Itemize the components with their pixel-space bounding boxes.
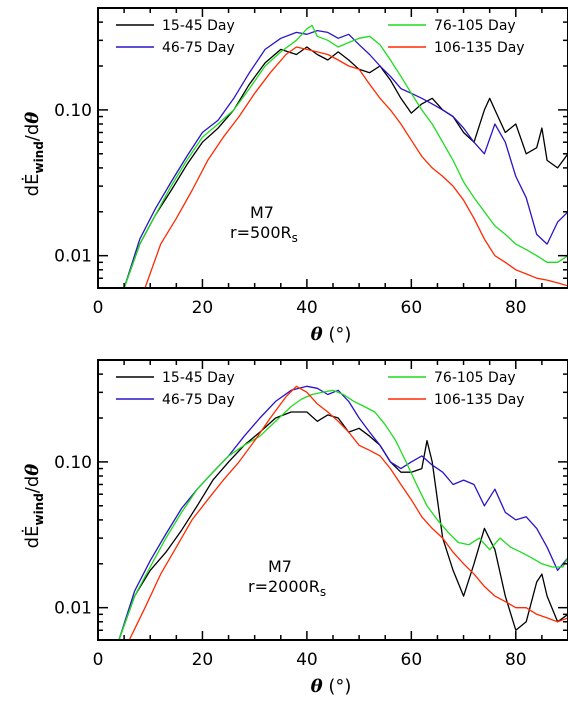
y-tick-label: 0.01 xyxy=(54,247,92,267)
annotation-model: M7 xyxy=(250,203,274,222)
annotation-radius: r=2000Rs xyxy=(248,577,326,599)
y-axis-symbol: Ė xyxy=(22,174,43,185)
x-axis-label: θ (°) xyxy=(311,324,352,345)
series-group xyxy=(123,24,568,288)
legend-label: 76-105 Day xyxy=(434,18,516,34)
x-tick-label: 80 xyxy=(505,650,527,670)
y-axis-divider: /d xyxy=(22,476,43,494)
y-axis-prefix: d xyxy=(22,537,43,548)
y-axis-symbol: Ė xyxy=(22,526,43,537)
x-tick-label: 20 xyxy=(192,650,214,670)
series-line-1 xyxy=(118,411,568,640)
series-line-4 xyxy=(128,385,568,640)
legend-item-2: 46-75 Day xyxy=(116,392,235,408)
y-tick-label: 0.01 xyxy=(54,599,92,619)
x-tick-label: 0 xyxy=(93,650,104,670)
x-tick-label: 60 xyxy=(401,298,423,318)
x-axis-symbol: θ xyxy=(311,324,323,345)
annotation-radius-text: r=500R xyxy=(230,223,292,242)
legend-item-3: 76-105 Day xyxy=(388,370,516,386)
legend-label: 46-75 Day xyxy=(162,40,235,56)
x-tick-label: 20 xyxy=(192,298,214,318)
legend-label: 15-45 Day xyxy=(162,18,235,34)
x-tick-label: 40 xyxy=(296,650,318,670)
legend-item-2: 46-75 Day xyxy=(116,40,235,56)
series-line-4 xyxy=(144,46,568,288)
y-tick-label: 0.10 xyxy=(54,101,92,121)
x-axis-label: θ (°) xyxy=(311,676,352,697)
series-group xyxy=(118,385,568,640)
y-axis-var: θ xyxy=(22,464,43,476)
legend-item-1: 15-45 Day xyxy=(116,370,235,386)
legend-item-4: 106-135 Day xyxy=(388,40,525,56)
x-tick-label: 60 xyxy=(401,650,423,670)
series-line-3 xyxy=(118,389,568,640)
annotation-radius-text: r=2000R xyxy=(248,577,320,596)
annotation-radius-sub: s xyxy=(292,231,298,245)
x-tick-label: 0 xyxy=(93,298,104,318)
series-line-1 xyxy=(123,46,568,288)
x-axis-unit: (°) xyxy=(323,324,352,345)
legend-item-3: 76-105 Day xyxy=(388,18,516,34)
x-axis-symbol: θ xyxy=(311,676,323,697)
legend-label: 106-135 Day xyxy=(434,392,525,408)
series-line-2 xyxy=(123,29,568,288)
series-line-3 xyxy=(123,24,568,288)
y-axis-divider: /d xyxy=(22,124,43,142)
annotation-model: M7 xyxy=(268,557,292,576)
annotation-radius: r=500Rs xyxy=(230,223,298,245)
y-axis-prefix: d xyxy=(22,185,43,196)
y-axis-label: dĖwind/dθ xyxy=(22,112,46,197)
x-tick-label: 40 xyxy=(296,298,318,318)
y-tick-label: 0.10 xyxy=(54,453,92,473)
y-axis-subscript: wind xyxy=(32,141,46,173)
legend-item-1: 15-45 Day xyxy=(116,18,235,34)
y-axis-subscript: wind xyxy=(32,493,46,525)
annotation-radius-sub: s xyxy=(320,585,326,599)
x-tick-label: 80 xyxy=(505,298,527,318)
x-axis-unit: (°) xyxy=(323,676,352,697)
y-axis-label: dĖwind/dθ xyxy=(22,464,46,549)
legend-item-4: 106-135 Day xyxy=(388,392,525,408)
legend-label: 15-45 Day xyxy=(162,370,235,386)
y-axis-var: θ xyxy=(22,112,43,124)
legend-label: 46-75 Day xyxy=(162,392,235,408)
legend-label: 76-105 Day xyxy=(434,370,516,386)
legend-label: 106-135 Day xyxy=(434,40,525,56)
